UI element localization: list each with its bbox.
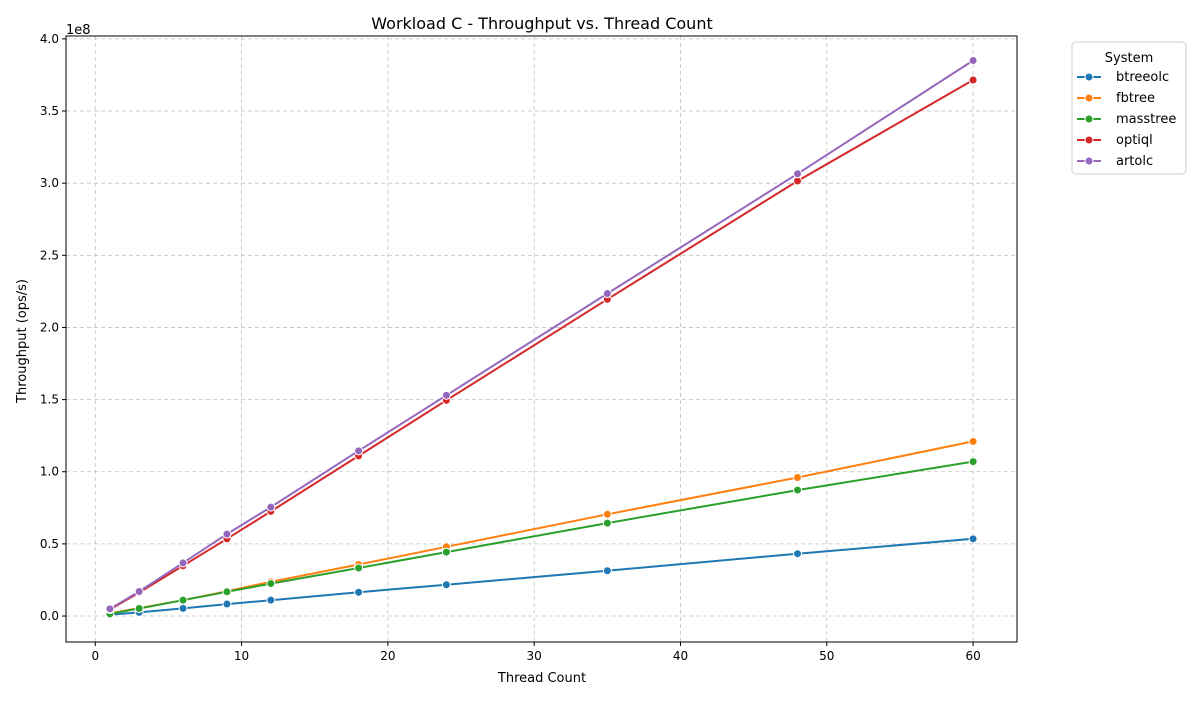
legend-swatch-marker bbox=[1084, 72, 1094, 82]
y-tick-label: 3.5 bbox=[40, 104, 59, 118]
data-point bbox=[793, 549, 803, 559]
data-point bbox=[222, 599, 232, 609]
legend-entry-btreeolc: btreeolc bbox=[1077, 70, 1169, 85]
data-point bbox=[178, 595, 188, 605]
y-axis-label: Throughput (ops/s) bbox=[15, 279, 30, 404]
axis-ticks: 0 10 20 30 40 50 60 0.0 0.5 1.0 1.5 2.0 2.5 3.0 3.5 4.0 bbox=[40, 32, 981, 663]
legend-swatch-marker bbox=[1084, 135, 1094, 145]
data-point bbox=[134, 604, 144, 614]
grid bbox=[66, 36, 1017, 642]
x-tick-label: 40 bbox=[673, 649, 688, 663]
data-point bbox=[441, 580, 451, 590]
y-tick-label: 3.0 bbox=[40, 176, 59, 190]
legend-swatch-marker bbox=[1084, 156, 1094, 166]
data-point bbox=[441, 547, 451, 557]
data-point bbox=[968, 457, 978, 467]
legend-entry-optiql: optiql bbox=[1077, 133, 1153, 148]
legend-label: fbtree bbox=[1116, 91, 1155, 106]
chart-title: Workload C - Throughput vs. Thread Count bbox=[371, 14, 712, 33]
data-point bbox=[354, 446, 364, 456]
data-point bbox=[602, 518, 612, 528]
x-tick-label: 60 bbox=[965, 649, 980, 663]
x-tick-label: 30 bbox=[527, 649, 542, 663]
legend-label: masstree bbox=[1116, 112, 1176, 127]
series-line bbox=[109, 460, 974, 615]
data-point bbox=[602, 566, 612, 576]
y-tick-label: 2.0 bbox=[40, 320, 59, 334]
data-point bbox=[266, 595, 276, 605]
series-lines bbox=[105, 56, 978, 620]
data-point bbox=[178, 558, 188, 568]
x-tick-label: 20 bbox=[380, 649, 395, 663]
data-point bbox=[266, 502, 276, 512]
y-tick-label: 2.5 bbox=[40, 248, 59, 262]
y-tick-label: 0.5 bbox=[40, 537, 59, 551]
data-point bbox=[222, 529, 232, 539]
series-line bbox=[109, 79, 974, 611]
y-axis-offset-label: 1e8 bbox=[66, 23, 91, 38]
data-point bbox=[602, 289, 612, 299]
data-point bbox=[968, 534, 978, 544]
data-point bbox=[441, 390, 451, 400]
data-point bbox=[222, 587, 232, 597]
data-point bbox=[968, 56, 978, 66]
legend-entry-masstree: masstree bbox=[1077, 112, 1176, 127]
legend-label: optiql bbox=[1116, 133, 1153, 148]
legend-title: System bbox=[1105, 51, 1153, 66]
legend-swatch-marker bbox=[1084, 114, 1094, 124]
x-tick-label: 50 bbox=[819, 649, 834, 663]
legend-label: artolc bbox=[1116, 154, 1153, 169]
data-point bbox=[134, 587, 144, 596]
series-artolc bbox=[105, 56, 978, 614]
data-point bbox=[602, 509, 612, 519]
series-optiql bbox=[105, 75, 978, 615]
y-tick-label: 1.5 bbox=[40, 393, 59, 407]
data-point bbox=[354, 563, 364, 573]
data-point bbox=[793, 485, 803, 495]
data-point bbox=[793, 169, 803, 179]
series-btreeolc bbox=[105, 534, 978, 620]
x-axis-label: Thread Count bbox=[497, 671, 586, 686]
legend-swatch-marker bbox=[1084, 93, 1094, 103]
series-line bbox=[109, 537, 974, 616]
data-point bbox=[178, 603, 188, 613]
series-line bbox=[109, 59, 974, 610]
legend-entries: btreeolc fbtree masstree optiql artolc bbox=[1077, 70, 1176, 169]
x-tick-label: 0 bbox=[91, 649, 99, 663]
y-tick-label: 1.0 bbox=[40, 465, 59, 479]
plot-frame bbox=[65, 35, 1018, 643]
data-point bbox=[793, 473, 803, 483]
data-point bbox=[968, 436, 978, 446]
legend-entry-fbtree: fbtree bbox=[1077, 91, 1155, 106]
x-tick-label: 10 bbox=[234, 649, 249, 663]
series-masstree bbox=[105, 457, 978, 619]
y-tick-label: 0.0 bbox=[40, 609, 59, 623]
data-point bbox=[968, 75, 978, 85]
data-point bbox=[105, 604, 115, 614]
legend-entry-artolc: artolc bbox=[1077, 154, 1153, 169]
legend-label: btreeolc bbox=[1116, 70, 1169, 85]
data-point bbox=[266, 579, 276, 589]
y-tick-label: 4.0 bbox=[40, 32, 59, 46]
legend: System btreeolc fbtree masstree optiql artol… bbox=[1071, 41, 1187, 175]
data-point bbox=[354, 587, 364, 597]
